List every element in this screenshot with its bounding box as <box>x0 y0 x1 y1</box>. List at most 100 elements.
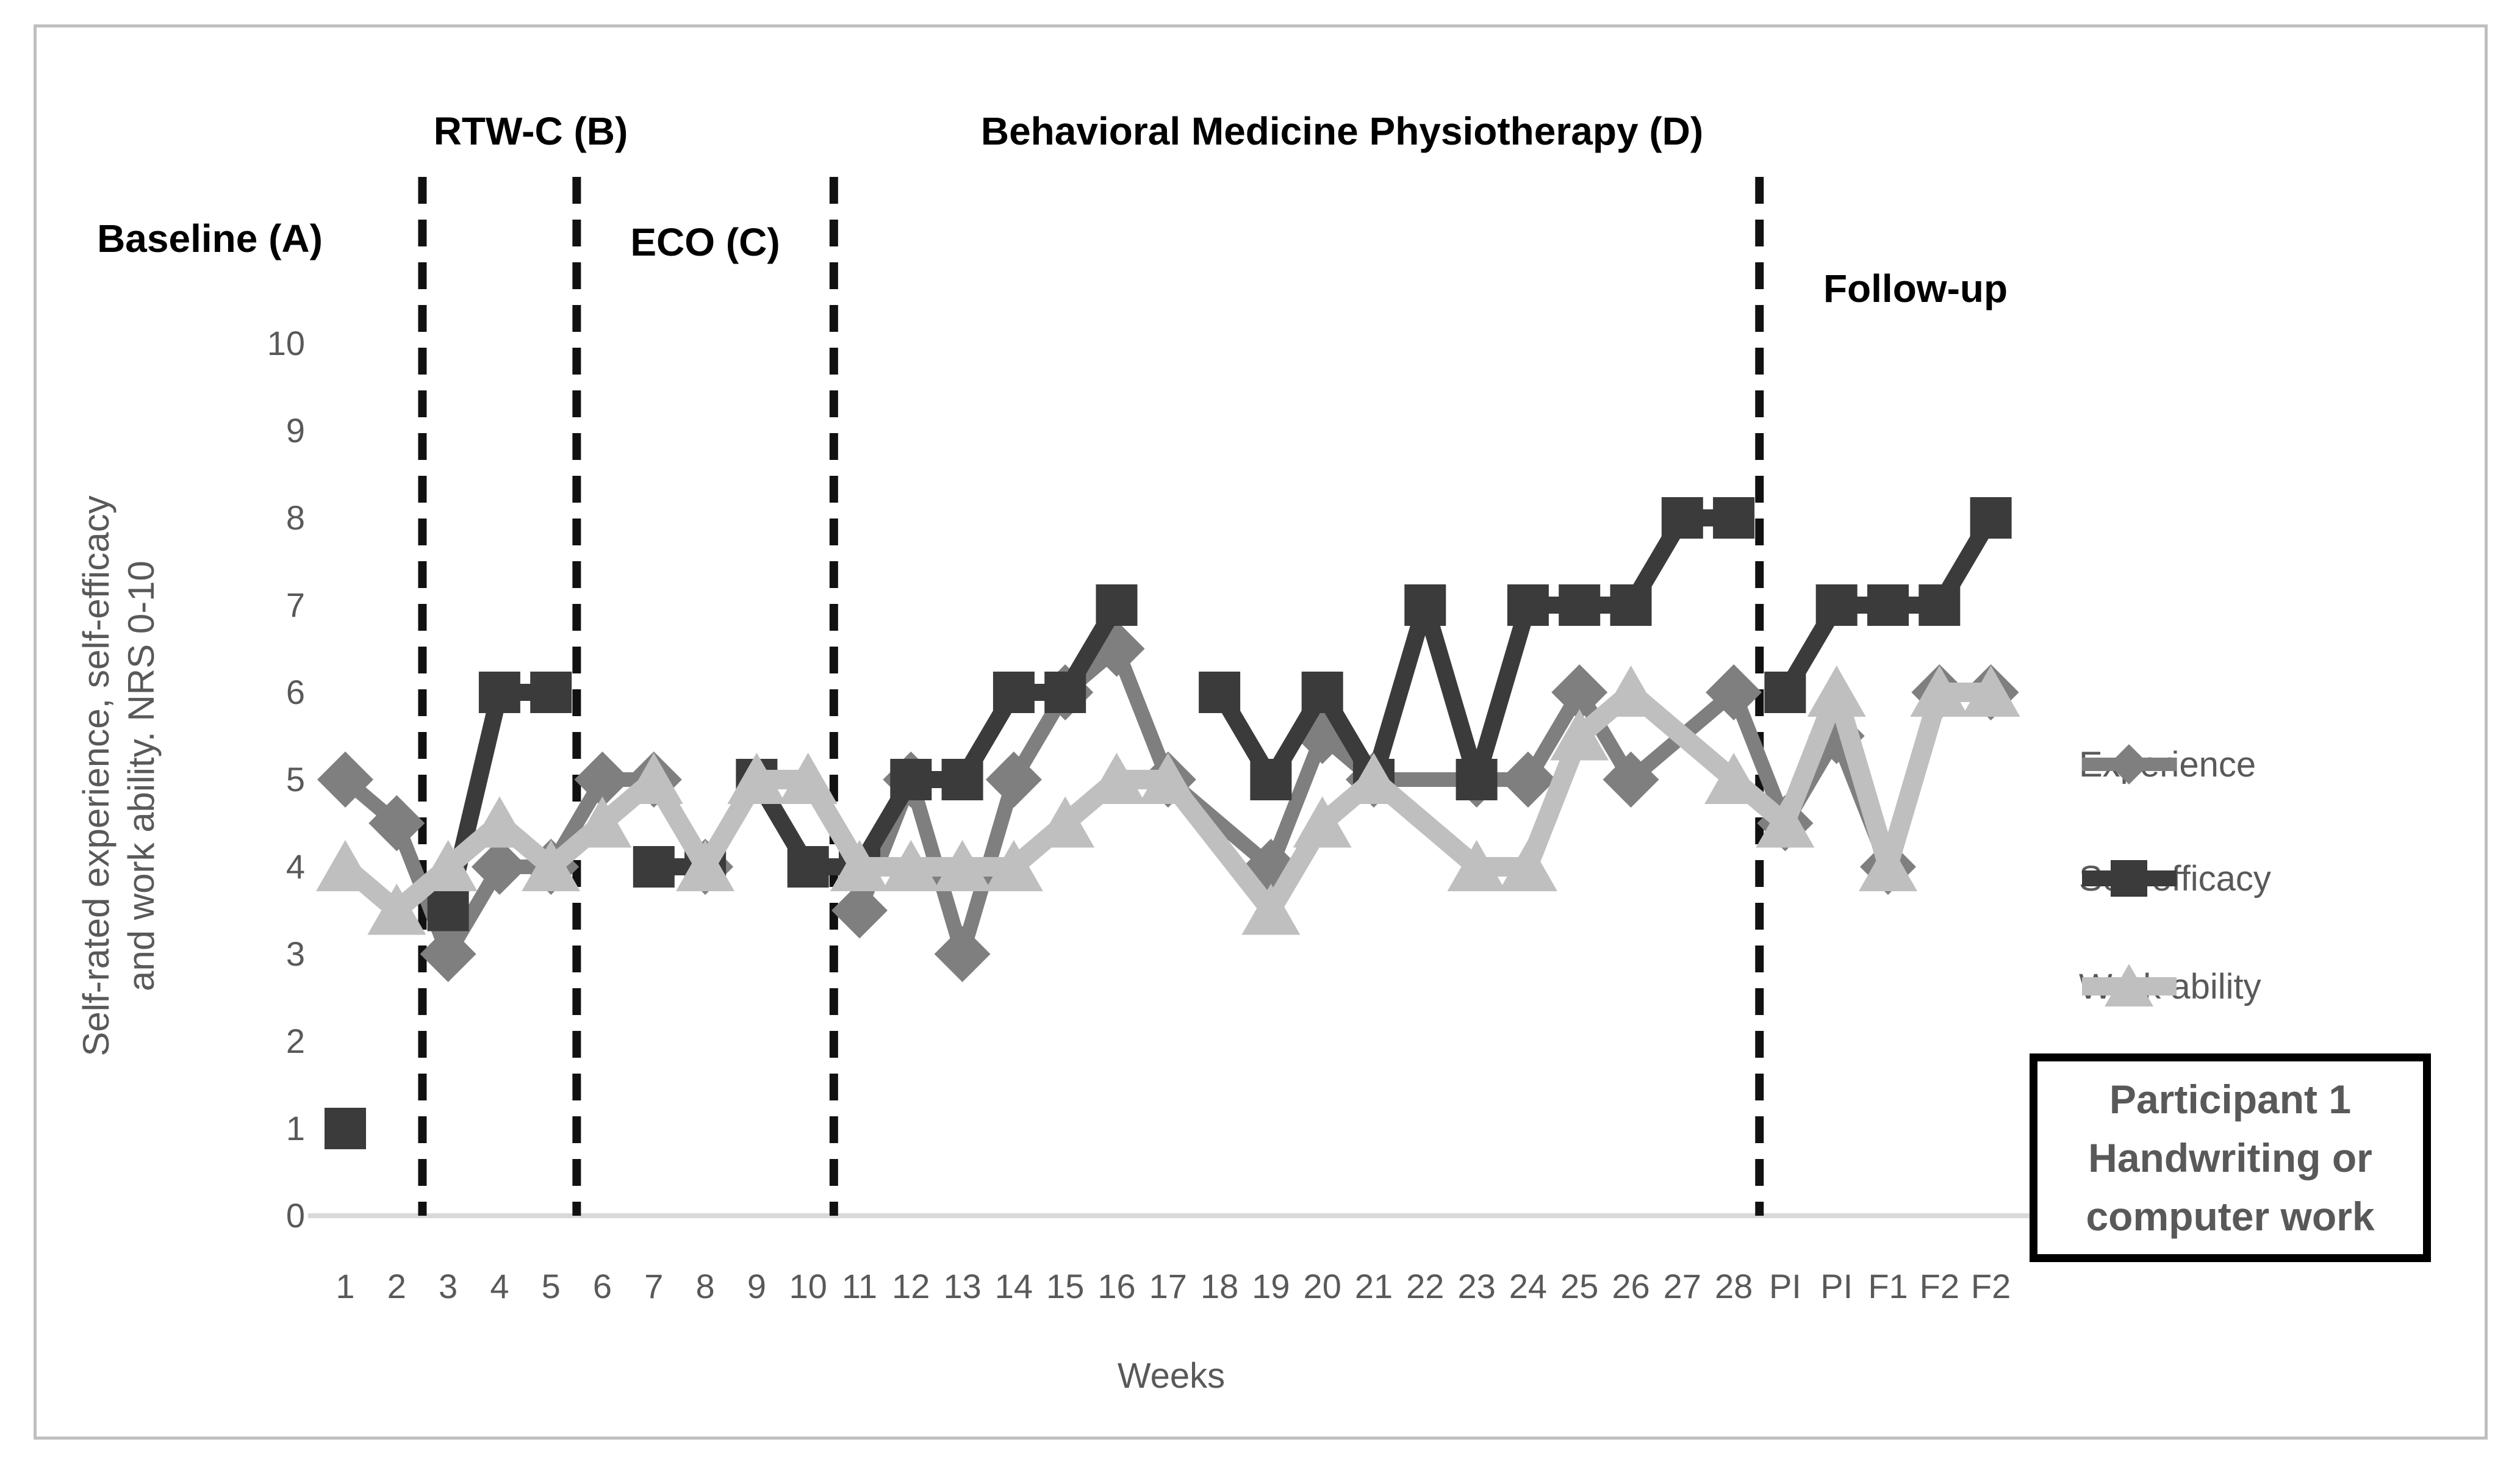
self-efficacy-marker-square-week-26-idx25 <box>1610 584 1652 626</box>
x-tick-label-13: 13 <box>943 1267 981 1305</box>
y-tick-label-3: 3 <box>286 935 305 973</box>
work-ability-marker-triangle-week-14-idx13 <box>984 840 1043 891</box>
x-tick-label-3: 3 <box>439 1267 458 1305</box>
experience-marker-diamond-week-1-idx0 <box>317 752 373 808</box>
experience-line-marker-icon <box>2082 744 2177 784</box>
work-ability-marker-triangle-week-3-idx2 <box>418 840 478 891</box>
phase-label-bmp: Behavioral Medicine Physiotherapy (D) <box>980 109 1704 153</box>
x-tick-label-15: 15 <box>1046 1267 1084 1305</box>
work-ability-marker-triangle-week-8-idx7 <box>676 840 735 891</box>
work-ability-marker-triangle-week-6-idx5 <box>573 796 632 848</box>
x-tick-label-31: F1 <box>1868 1267 1908 1305</box>
x-tick-label-9: 9 <box>747 1267 766 1305</box>
self-efficacy-marker-square-week-1-idx0 <box>325 1108 366 1149</box>
experience-marker-diamond-week-2-idx1 <box>368 795 425 852</box>
self-efficacy-marker-square-week-12-idx11 <box>890 759 932 800</box>
x-tick-label-25: 25 <box>1560 1267 1598 1305</box>
self-efficacy-marker-square-week-25-idx24 <box>1559 584 1601 626</box>
experience-marker-diamond-week-25-idx24 <box>1551 664 1608 720</box>
x-tick-label-14: 14 <box>995 1267 1033 1305</box>
work-ability-marker-triangle-week-7-idx6 <box>624 753 683 804</box>
work-ability-marker-triangle-week-19-idx18 <box>1241 883 1301 935</box>
work-ability-marker-triangle-week-PI-idx28 <box>1756 796 1815 848</box>
y-tick-label-8: 8 <box>286 498 305 537</box>
work-ability-marker-triangle-week-21-idx20 <box>1344 753 1403 804</box>
work-ability-marker-triangle-week-28-idx27 <box>1704 753 1764 804</box>
y-axis-title-line1: Self-rated experience, self-efficacy <box>76 495 117 1057</box>
y-axis-title: Self-rated experience, self-efficacy and… <box>74 166 164 1386</box>
work-ability-marker-triangle-week-16-idx15 <box>1087 753 1146 804</box>
x-tick-label-22: 22 <box>1406 1267 1444 1305</box>
x-tick-label-24: 24 <box>1509 1267 1547 1305</box>
self-efficacy-marker-square-week-PI-idx29 <box>1815 584 1858 626</box>
experience-marker-diamond-week-13-idx12 <box>934 926 991 982</box>
x-tick-label-26: 26 <box>1612 1267 1649 1305</box>
x-tick-label-16: 16 <box>1097 1267 1135 1305</box>
work-ability-line-marker-icon <box>2082 964 2177 1006</box>
participant-annotation-box: Participant 1 Handwriting or computer wo… <box>2030 1053 2431 1262</box>
y-tick-label-9: 9 <box>286 411 305 450</box>
self-efficacy-marker-square-week-10-idx9 <box>787 846 829 888</box>
annotation-line-3: computer work <box>2086 1194 2375 1239</box>
work-ability-marker-triangle-week-PI-idx29 <box>1807 666 1866 717</box>
self-efficacy-marker-square-week-F2-idx31 <box>1919 584 1961 626</box>
x-tick-label-18: 18 <box>1201 1267 1238 1305</box>
work-ability-marker-triangle-week-11-idx10 <box>830 840 889 891</box>
y-tick-label-0: 0 <box>286 1196 305 1235</box>
y-tick-label-5: 5 <box>286 760 305 798</box>
self-efficacy-marker-square-week-19-idx18 <box>1250 759 1292 800</box>
x-tick-label-32: F2 <box>1920 1267 1959 1305</box>
x-tick-label-27: 27 <box>1664 1267 1701 1305</box>
self-efficacy-marker-square-week-15-idx14 <box>1044 672 1086 713</box>
work-ability-marker-triangle-week-23-idx22 <box>1447 840 1506 891</box>
self-efficacy-marker-square-week-4-idx3 <box>478 672 520 713</box>
self-efficacy-marker-square-week-7-idx6 <box>633 846 675 888</box>
self-efficacy-marker-square-week-27-idx26 <box>1661 497 1703 539</box>
legend-item-self-efficacy: Self-efficacy <box>2079 851 2271 906</box>
self-efficacy-marker-square-week-18-idx17 <box>1199 672 1241 713</box>
x-tick-label-20: 20 <box>1304 1267 1341 1305</box>
experience-marker-diamond-week-4-idx3 <box>471 839 528 895</box>
work-ability-marker-triangle-week-17-idx16 <box>1138 753 1197 804</box>
y-tick-label-6: 6 <box>286 673 305 711</box>
work-ability-marker-triangle-week-25-idx24 <box>1550 709 1609 761</box>
experience-marker-diamond-week-11-idx10 <box>831 882 888 939</box>
work-ability-marker-triangle-week-4-idx3 <box>470 796 529 848</box>
y-tick-label-7: 7 <box>286 586 305 624</box>
self-efficacy-marker-square-week-5-idx4 <box>530 672 572 713</box>
y-tick-label-1: 1 <box>286 1109 305 1147</box>
x-tick-label-29: PI <box>1769 1267 1801 1305</box>
annotation-line-1: Participant 1 <box>2109 1077 2352 1122</box>
x-tick-label-23: 23 <box>1457 1267 1495 1305</box>
figure-border <box>34 24 2488 1440</box>
x-tick-label-6: 6 <box>593 1267 612 1305</box>
self-efficacy-line-segment-4 <box>1212 509 1734 788</box>
work-ability-marker-triangle-week-12-idx11 <box>881 840 941 891</box>
x-tick-label-12: 12 <box>892 1267 930 1305</box>
legend-item-experience: Experience <box>2079 737 2256 792</box>
self-efficacy-marker-square-week-22-idx21 <box>1404 584 1446 626</box>
work-ability-marker-triangle-week-26-idx25 <box>1601 666 1660 717</box>
x-tick-label-7: 7 <box>644 1267 663 1305</box>
work-ability-marker-triangle-week-2-idx1 <box>367 883 426 935</box>
self-efficacy-marker-square-week-16-idx15 <box>1096 584 1138 626</box>
x-tick-label-19: 19 <box>1252 1267 1290 1305</box>
work-ability-marker-triangle-week-15-idx14 <box>1036 796 1095 848</box>
work-ability-marker-triangle-week-F2-idx32 <box>1961 666 2020 717</box>
work-ability-marker-triangle-week-F1-idx30 <box>1859 840 1917 891</box>
annotation-line-2: Handwriting or <box>2088 1135 2372 1180</box>
experience-marker-diamond-week-14-idx13 <box>985 752 1042 808</box>
x-tick-label-2: 2 <box>387 1267 406 1305</box>
self-efficacy-marker-square-week-13-idx12 <box>941 759 983 800</box>
x-tick-label-5: 5 <box>542 1267 561 1305</box>
work-ability-marker-triangle-week-20-idx19 <box>1293 796 1352 848</box>
work-ability-marker-triangle-week-5-idx4 <box>522 840 581 891</box>
self-efficacy-marker-square-week-14-idx13 <box>993 672 1035 713</box>
x-tick-label-10: 10 <box>789 1267 827 1305</box>
work-ability-marker-triangle-week-13-idx12 <box>933 840 992 891</box>
x-tick-label-11: 11 <box>842 1267 877 1305</box>
work-ability-marker-triangle-week-9-idx8 <box>727 753 786 804</box>
y-axis-title-line2: and work ability. NRS 0-10 <box>121 561 162 991</box>
